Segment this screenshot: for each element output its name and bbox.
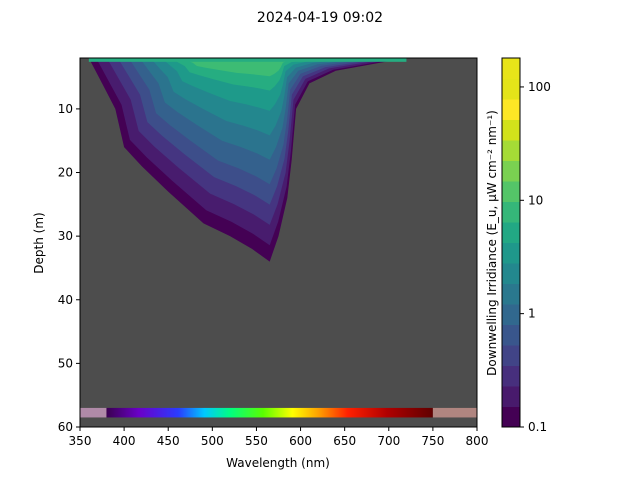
- x-tick-label: 500: [201, 434, 224, 448]
- colorbar-segment: [502, 283, 520, 305]
- x-tick-label: 550: [245, 434, 268, 448]
- colorbar-segment: [502, 140, 520, 161]
- colorbar-tick-label: 10: [528, 193, 543, 207]
- y-tick-label: 10: [58, 102, 73, 116]
- colorbar-segment: [502, 99, 520, 120]
- colorbar-ticks: 0.1 1 10 100: [520, 80, 551, 434]
- colorbar-segment: [502, 345, 520, 366]
- colorbar-segment: [502, 406, 520, 428]
- contour-band: [88, 58, 407, 91]
- spectrum-ir-segment: [432, 407, 477, 418]
- y-tick-label: 50: [58, 356, 73, 370]
- x-axis-label: Wavelength (nm): [226, 456, 330, 470]
- colorbar-segment: [502, 263, 520, 284]
- colorbar-segment: [502, 242, 520, 264]
- colorbar-segment: [502, 119, 520, 141]
- colorbar-segment: [502, 160, 520, 182]
- colorbar-segment: [502, 324, 520, 346]
- x-tick-label: 350: [69, 434, 92, 448]
- colorbar-tick-label: 1: [528, 307, 536, 321]
- x-tick-label: 650: [333, 434, 356, 448]
- x-tick-label: 450: [157, 434, 180, 448]
- colorbar: [502, 58, 520, 428]
- contour-band: [88, 58, 407, 77]
- colorbar-segment: [502, 365, 520, 387]
- x-tick-label: 700: [377, 434, 400, 448]
- spectrum-visible-segment: [106, 407, 433, 418]
- contour-band: [88, 58, 407, 62]
- x-tick-label: 800: [466, 434, 489, 448]
- x-axis-ticks: 350 400 450 500 550 600 650 700 750 800: [69, 427, 489, 448]
- colorbar-segment: [502, 386, 520, 407]
- y-axis-label: Depth (m): [32, 212, 46, 273]
- colorbar-segment: [502, 222, 520, 243]
- plot-frame: [79, 57, 478, 428]
- spectrum-bar: [80, 407, 477, 418]
- y-tick-label: 20: [58, 166, 73, 180]
- colorbar-tick-label: 100: [528, 80, 551, 94]
- colorbar-frame: [501, 57, 521, 428]
- y-axis-ticks: 10 20 30 40 50 60: [58, 102, 80, 434]
- x-tick-label: 600: [289, 434, 312, 448]
- colorbar-segment: [502, 181, 520, 202]
- chart-title: 2024-04-19 09:02: [257, 10, 383, 26]
- y-tick-label: 60: [58, 420, 73, 434]
- colorbar-segment: [502, 58, 520, 79]
- y-tick-label: 30: [58, 229, 73, 243]
- spectrum-uv-segment: [80, 407, 107, 418]
- colorbar-tick-label: 0.1: [528, 420, 547, 434]
- x-tick-label: 750: [421, 434, 444, 448]
- colorbar-segment: [502, 304, 520, 325]
- colorbar-segment: [502, 78, 520, 100]
- colorbar-segment: [502, 201, 520, 223]
- y-tick-label: 40: [58, 293, 73, 307]
- colorbar-label: Downwelling Irridiance (E_u, μW cm⁻² nm⁻…: [485, 110, 499, 376]
- contour-layers: [88, 58, 407, 262]
- x-tick-label: 400: [113, 434, 136, 448]
